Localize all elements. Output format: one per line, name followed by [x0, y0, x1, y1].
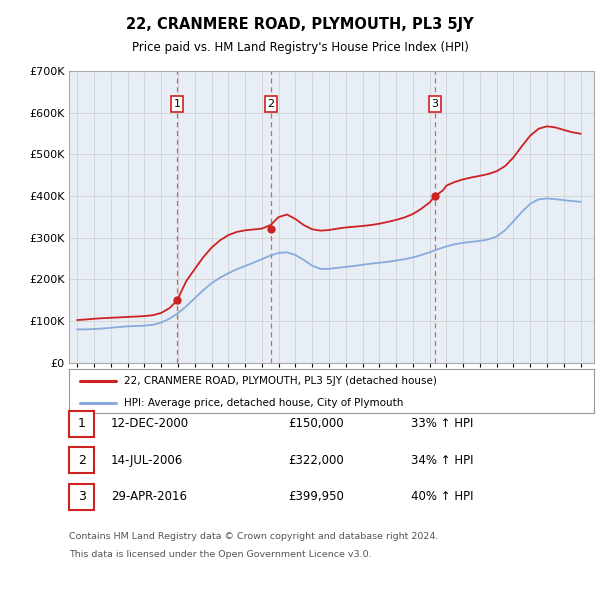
Text: 2: 2 — [77, 454, 86, 467]
Text: 22, CRANMERE ROAD, PLYMOUTH, PL3 5JY (detached house): 22, CRANMERE ROAD, PLYMOUTH, PL3 5JY (de… — [124, 376, 437, 386]
Text: £150,000: £150,000 — [288, 417, 344, 430]
Text: £322,000: £322,000 — [288, 454, 344, 467]
Text: 1: 1 — [173, 99, 181, 109]
Text: £399,950: £399,950 — [288, 490, 344, 503]
Text: Contains HM Land Registry data © Crown copyright and database right 2024.: Contains HM Land Registry data © Crown c… — [69, 532, 439, 541]
Text: 2: 2 — [268, 99, 275, 109]
Text: 1: 1 — [77, 417, 86, 430]
Text: 12-DEC-2000: 12-DEC-2000 — [111, 417, 189, 430]
Text: 22, CRANMERE ROAD, PLYMOUTH, PL3 5JY: 22, CRANMERE ROAD, PLYMOUTH, PL3 5JY — [126, 17, 474, 31]
Text: 33% ↑ HPI: 33% ↑ HPI — [411, 417, 473, 430]
Text: 3: 3 — [431, 99, 439, 109]
Text: 29-APR-2016: 29-APR-2016 — [111, 490, 187, 503]
Text: 34% ↑ HPI: 34% ↑ HPI — [411, 454, 473, 467]
Text: 3: 3 — [77, 490, 86, 503]
Text: Price paid vs. HM Land Registry's House Price Index (HPI): Price paid vs. HM Land Registry's House … — [131, 41, 469, 54]
Text: 40% ↑ HPI: 40% ↑ HPI — [411, 490, 473, 503]
Text: HPI: Average price, detached house, City of Plymouth: HPI: Average price, detached house, City… — [124, 398, 404, 408]
Text: This data is licensed under the Open Government Licence v3.0.: This data is licensed under the Open Gov… — [69, 550, 371, 559]
Text: 14-JUL-2006: 14-JUL-2006 — [111, 454, 183, 467]
